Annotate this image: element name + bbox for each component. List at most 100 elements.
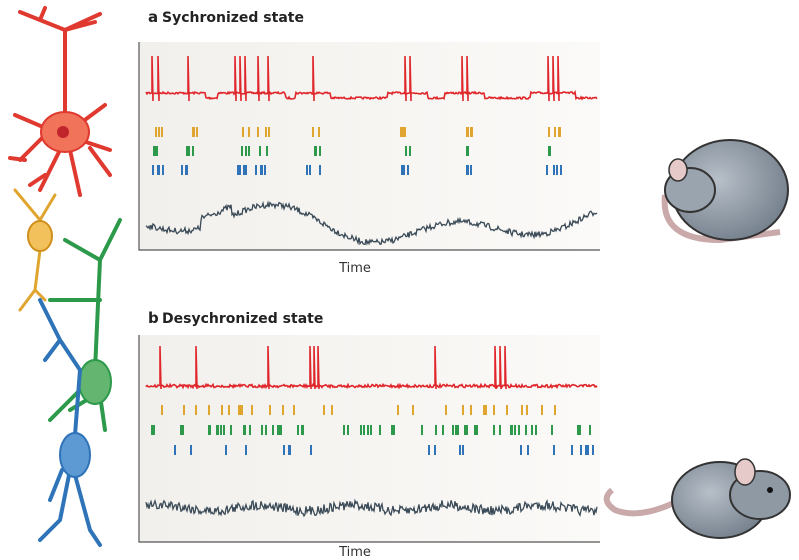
spike-tick: [466, 165, 468, 175]
spike-tick: [152, 165, 154, 175]
spike-tick: [161, 405, 163, 415]
spike-tick: [181, 165, 183, 175]
spike-tick: [162, 165, 164, 175]
spike-tick: [230, 425, 232, 435]
blue-neuron: [38, 298, 102, 547]
spike-tick: [239, 165, 241, 175]
spike-tick: [156, 146, 158, 156]
spike-tick: [531, 425, 533, 435]
spike-tick: [526, 405, 528, 415]
spike-tick: [360, 425, 362, 435]
spike-tick: [462, 445, 464, 455]
spike-tick: [243, 165, 245, 175]
neurons: [8, 6, 122, 547]
lfp-trace: [145, 498, 598, 518]
spike-tick: [343, 425, 345, 435]
spike-tick: [367, 425, 369, 435]
spike-tick: [476, 425, 478, 435]
spike-tick: [525, 425, 527, 435]
spike-tick: [209, 425, 211, 435]
spike-tick: [265, 425, 267, 435]
spike-tick: [554, 127, 556, 137]
spike-tick: [579, 425, 581, 435]
spike-tick: [241, 146, 243, 156]
spike-tick: [435, 425, 437, 435]
awake-rat: [603, 458, 791, 539]
spike-tick: [370, 425, 372, 435]
spike-tick: [409, 146, 411, 156]
spike-tick: [499, 425, 501, 435]
spike-tick: [554, 405, 556, 415]
spike-tick: [331, 405, 333, 415]
spike-tick: [401, 165, 403, 175]
spike-tick: [188, 146, 190, 156]
spike-tick: [466, 146, 468, 156]
spike-tick: [264, 165, 266, 175]
spike-tick: [309, 165, 311, 175]
spike-tick: [407, 165, 409, 175]
spike-tick: [280, 425, 282, 435]
spike-tick: [474, 425, 476, 435]
spike-tick: [217, 425, 219, 435]
spike-tick: [412, 405, 414, 415]
spike-tick: [466, 425, 468, 435]
spike-tick: [257, 127, 259, 137]
membrane-trace: [145, 345, 598, 390]
spike-tick: [592, 445, 594, 455]
spike-tick: [541, 405, 543, 415]
spike-tick: [553, 445, 555, 455]
spike-tick: [428, 445, 430, 455]
x-label: Time: [338, 545, 371, 560]
spike-tick: [467, 127, 469, 137]
panel-a-axes: [138, 42, 600, 251]
spike-tick: [464, 425, 466, 435]
panel-title: Desychronized state: [162, 311, 323, 327]
spike-tick: [455, 425, 457, 435]
green-soma: [78, 359, 112, 405]
spike-tick: [379, 425, 381, 435]
spike-tick: [445, 405, 447, 415]
spike-tick: [220, 425, 222, 435]
spike-tick: [470, 165, 472, 175]
spike-tick: [442, 425, 444, 435]
spike-tick: [457, 425, 459, 435]
spike-tick: [272, 425, 274, 435]
spike-tick: [323, 405, 325, 415]
spike-tick: [228, 405, 230, 415]
spike-tick: [249, 425, 251, 435]
spike-tick: [585, 445, 587, 455]
spike-tick: [302, 425, 304, 435]
spike-tick: [514, 425, 516, 435]
spike-tick: [186, 146, 188, 156]
panel-letter: a: [148, 8, 158, 26]
blue-soma: [59, 432, 91, 478]
yellow-soma: [27, 220, 53, 252]
spike-tick: [548, 127, 550, 137]
spike-tick: [434, 445, 436, 455]
spike-tick: [237, 165, 239, 175]
spike-tick: [195, 405, 197, 415]
spike-tick: [546, 165, 548, 175]
spike-tick: [580, 445, 582, 455]
spike-tick: [151, 425, 153, 435]
spike-tick: [239, 405, 241, 415]
spike-tick: [587, 445, 589, 455]
spike-tick: [221, 405, 223, 415]
spike-tick: [174, 445, 176, 455]
panel-b-axes: [138, 335, 600, 543]
panel-title: Sychronized state: [162, 10, 304, 26]
green-neuron: [48, 218, 122, 432]
spike-tick: [520, 445, 522, 455]
spike-tick: [483, 405, 485, 415]
spike-tick: [269, 405, 271, 415]
spike-tick: [161, 127, 163, 137]
spike-tick: [493, 425, 495, 435]
spike-tick: [553, 165, 555, 175]
spike-tick: [190, 445, 192, 455]
spike-tick: [312, 127, 314, 137]
spike-tick: [589, 425, 591, 435]
spike-tick: [391, 425, 393, 435]
spike-tick: [319, 146, 321, 156]
spike-tick: [251, 405, 253, 415]
